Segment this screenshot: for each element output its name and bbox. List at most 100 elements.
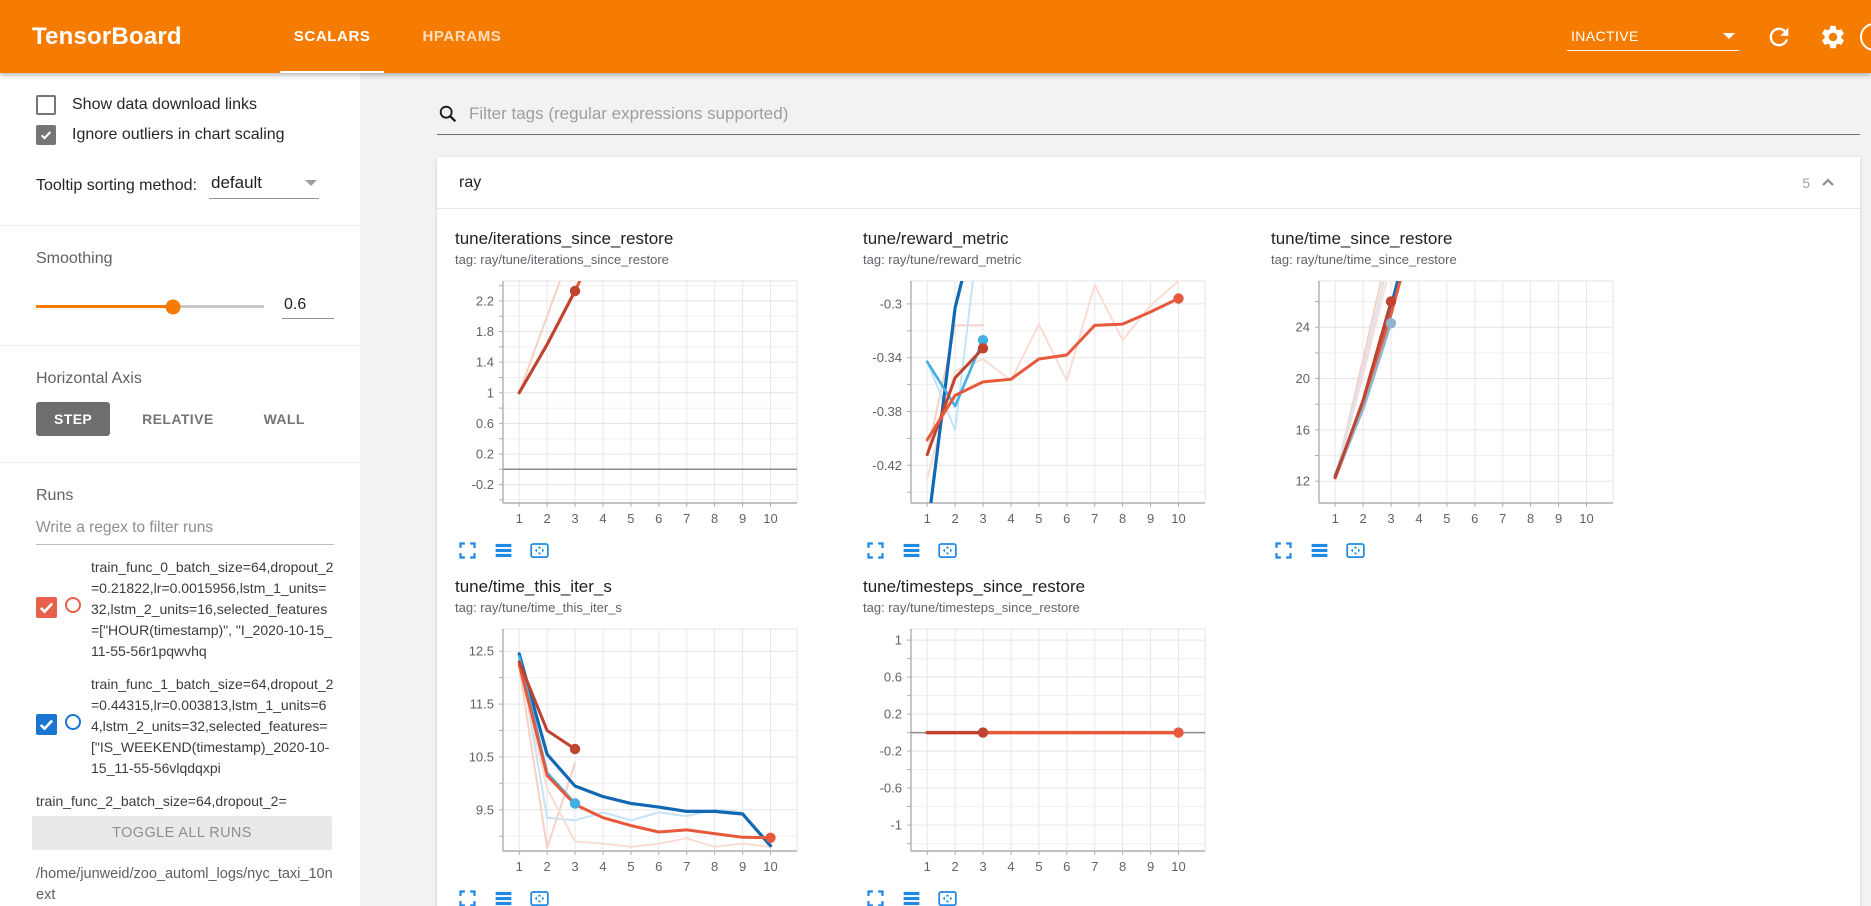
divider [0, 225, 360, 226]
tag-group-title: ray [459, 173, 482, 191]
tag-filter-input[interactable] [469, 104, 1860, 124]
tooltip-sorting-dropdown[interactable]: default [208, 171, 319, 199]
fit-domain-icon[interactable] [937, 540, 958, 561]
runs-label: Runs [36, 487, 74, 504]
run-item: train_func_2_batch_size=64,dropout_2= [36, 791, 334, 812]
svg-text:2: 2 [1359, 511, 1366, 526]
axis-relative-button[interactable]: RELATIVE [142, 411, 214, 427]
checkbox-label: Show data download links [72, 96, 258, 113]
expand-chart-icon[interactable] [865, 888, 886, 906]
tab-hparams[interactable]: HPARAMS [422, 28, 502, 45]
chart-title: tune/time_this_iter_s [455, 577, 612, 596]
svg-text:10: 10 [1171, 859, 1185, 874]
svg-text:-0.2: -0.2 [472, 477, 494, 492]
run-selector-icon[interactable] [493, 888, 514, 906]
runs-list: train_func_0_batch_size=64,dropout_2=0.2… [36, 557, 334, 812]
checkbox-checked-icon[interactable] [36, 125, 56, 145]
chart-toolbar [1273, 540, 1679, 561]
runs-filter-input[interactable] [36, 519, 334, 537]
run-checkbox[interactable] [36, 597, 57, 618]
chart-tag: tag: ray/tune/reward_metric [863, 252, 1022, 267]
search-icon [439, 105, 457, 123]
expand-chart-icon[interactable] [865, 540, 886, 561]
svg-text:2: 2 [543, 859, 550, 874]
app-header: TensorBoard SCALARS HPARAMS INACTIVE [0, 0, 1871, 73]
checkbox-unchecked-icon[interactable] [36, 95, 56, 115]
svg-text:0.6: 0.6 [884, 670, 902, 685]
tag-filter-field [437, 103, 1860, 135]
chart-plot[interactable]: -0.42 -0.38 -0.34 -0.3 1 2 3 4 5 6 7 8 9 10 [863, 275, 1213, 533]
run-selector-icon[interactable] [901, 540, 922, 561]
chart-card: tune/timesteps_since_restore tag: ray/tun… [863, 577, 1271, 906]
chart-title: tune/iterations_since_restore [455, 229, 674, 248]
divider [0, 345, 360, 346]
chart-plot[interactable]: 9.5 10.5 11.5 12.5 1 2 3 4 5 6 7 8 9 10 [455, 623, 805, 881]
run-color-swatch[interactable] [65, 597, 81, 613]
svg-text:20: 20 [1296, 371, 1310, 386]
svg-text:8: 8 [711, 859, 718, 874]
svg-text:1: 1 [895, 633, 902, 648]
tag-group-header[interactable]: ray 5 [437, 157, 1860, 209]
ignore-outliers-checkbox-row[interactable]: Ignore outliers in chart scaling [36, 125, 334, 145]
run-checkbox[interactable] [36, 714, 57, 735]
fit-domain-icon[interactable] [529, 888, 550, 906]
fit-domain-icon[interactable] [1345, 540, 1366, 561]
refresh-icon[interactable] [1765, 23, 1793, 51]
status-dropdown[interactable]: INACTIVE [1567, 22, 1739, 51]
app-title: TensorBoard [32, 22, 182, 50]
svg-text:12.5: 12.5 [469, 644, 494, 659]
checkbox-label: Ignore outliers in chart scaling [72, 126, 285, 143]
svg-text:4: 4 [1415, 511, 1422, 526]
svg-text:1.4: 1.4 [476, 355, 494, 370]
show-download-links-checkbox-row[interactable]: Show data download links [36, 95, 334, 115]
chart-plot[interactable]: -0.2 0.2 0.6 1 1.4 1.8 2.2 1 2 3 4 5 6 7 8 9 10 [455, 275, 805, 533]
svg-text:11.5: 11.5 [470, 697, 494, 712]
log-directory-path: /home/junweid/zoo_automl_logs/nyc_taxi_1… [36, 866, 333, 903]
axis-wall-button[interactable]: WALL [263, 411, 305, 427]
tab-scalars[interactable]: SCALARS [268, 0, 397, 73]
svg-text:1.8: 1.8 [476, 324, 494, 339]
toggle-all-runs-button[interactable]: TOGGLE ALL RUNS [32, 816, 332, 850]
expand-chart-icon[interactable] [457, 540, 478, 561]
run-selector-icon[interactable] [493, 540, 514, 561]
expand-chart-icon[interactable] [1273, 540, 1294, 561]
svg-text:3: 3 [979, 511, 986, 526]
chevron-up-icon[interactable] [1818, 173, 1838, 193]
run-selector-icon[interactable] [1309, 540, 1330, 561]
smoothing-slider[interactable] [36, 299, 264, 314]
chart-tag: tag: ray/tune/timesteps_since_restore [863, 600, 1080, 615]
run-selector-icon[interactable] [901, 888, 922, 906]
fit-domain-icon[interactable] [529, 540, 550, 561]
slider-fill [36, 305, 173, 308]
svg-text:10.5: 10.5 [469, 749, 494, 764]
smoothing-value[interactable]: 0.6 [282, 294, 334, 319]
status-dropdown-value: INACTIVE [1571, 28, 1639, 44]
chart-toolbar [865, 888, 1271, 906]
slider-thumb[interactable] [165, 299, 181, 314]
chart-tag: tag: ray/tune/iterations_since_restore [455, 252, 669, 267]
axis-step-button[interactable]: STEP [36, 402, 111, 436]
smoothing-label: Smoothing [36, 250, 113, 267]
tooltip-sorting-value: default [210, 173, 263, 192]
svg-text:1: 1 [1332, 511, 1339, 526]
main-content: ray 5 tune/iterations_since_restore tag: … [360, 73, 1871, 906]
svg-text:3: 3 [571, 859, 578, 874]
svg-text:7: 7 [1091, 511, 1098, 526]
expand-chart-icon[interactable] [457, 888, 478, 906]
chart-card: tune/time_this_iter_s tag: ray/tune/time_… [455, 577, 863, 906]
svg-text:1: 1 [516, 511, 523, 526]
svg-text:3: 3 [979, 859, 986, 874]
tag-group-count: 5 [1802, 174, 1810, 191]
run-color-swatch[interactable] [65, 714, 81, 730]
chart-plot[interactable]: -1 -0.6 -0.2 0.2 0.6 1 1 2 3 4 5 6 7 8 9 10 [863, 623, 1213, 881]
svg-text:9.5: 9.5 [476, 802, 494, 817]
svg-text:2: 2 [951, 859, 958, 874]
settings-gear-icon[interactable] [1819, 23, 1847, 51]
fit-domain-icon[interactable] [937, 888, 958, 906]
settings-sidebar: Show data download links Ignore outliers… [0, 73, 360, 906]
horizontal-axis-label: Horizontal Axis [36, 370, 142, 387]
svg-text:12: 12 [1296, 474, 1310, 489]
svg-text:6: 6 [1471, 511, 1478, 526]
svg-text:0.2: 0.2 [884, 707, 902, 722]
